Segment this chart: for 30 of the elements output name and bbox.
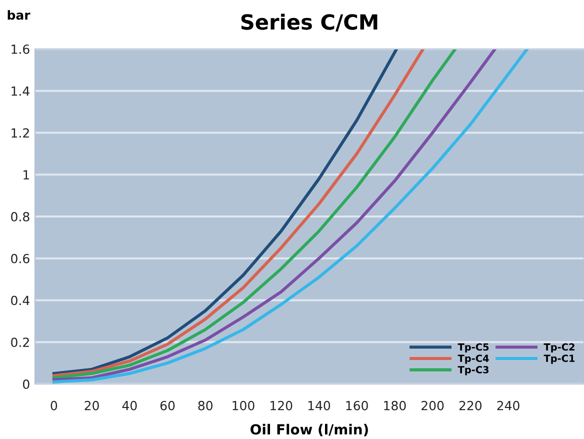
x-tick-label: 0: [50, 400, 58, 410]
y-tick-label: 0.6: [11, 254, 30, 264]
legend-label: Tp-C2: [544, 343, 574, 353]
legend-label: Tp-C5: [458, 343, 489, 353]
legend-label: Tp-C4: [458, 354, 489, 364]
legend-label: Tp-C3: [458, 366, 489, 376]
x-tick-label: 140: [308, 400, 330, 410]
legend-label: Tp-C1: [544, 354, 575, 364]
x-tick-label: 180: [384, 400, 406, 410]
y-tick-label: 1.4: [12, 86, 30, 96]
x-tick-label: 160: [346, 400, 368, 410]
x-tick-label: 60: [160, 400, 175, 410]
chart-title: Series C/CM: [241, 14, 378, 32]
y-tick-label: 1.6: [12, 44, 30, 54]
x-tick-label: 80: [198, 400, 212, 410]
x-tick-label: 20: [84, 400, 99, 410]
x-tick-label: 40: [122, 400, 137, 410]
x-tick-label: 220: [459, 400, 482, 410]
x-axis-title: Oil Flow (l/min): [250, 424, 368, 436]
y-axis-title: bar: [8, 10, 30, 20]
y-tick-label: 0.4: [11, 296, 30, 306]
y-tick-label: 0.2: [11, 338, 29, 348]
y-tick-label: 0: [23, 379, 30, 389]
x-tick-label: 120: [270, 400, 292, 410]
x-tick-label: 100: [232, 400, 254, 410]
y-tick-label: 0.8: [11, 212, 30, 222]
y-tick-label: 1.2: [12, 128, 29, 138]
x-tick-label: 200: [422, 400, 444, 410]
x-tick-label: 240: [497, 400, 520, 410]
y-tick-label: 1: [24, 170, 29, 180]
